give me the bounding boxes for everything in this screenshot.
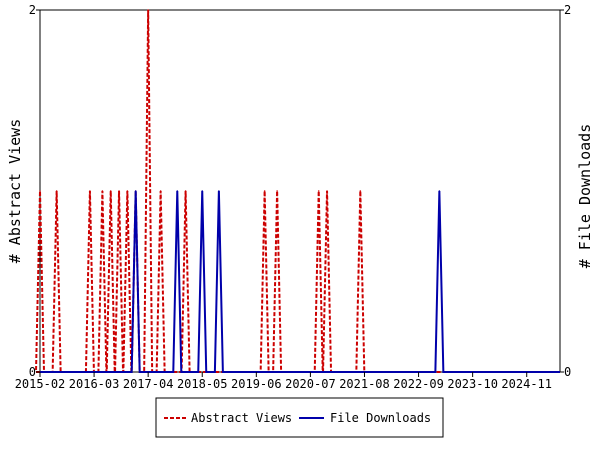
x-tick-label: 2017-04 <box>123 377 174 391</box>
data-point <box>276 190 278 192</box>
legend: Abstract Views File Downloads <box>155 397 444 438</box>
x-tick-label: 2019-06 <box>231 377 282 391</box>
x-tick-label: 2023-10 <box>447 377 498 391</box>
x-tick-label: 2022-09 <box>393 377 444 391</box>
data-point <box>263 190 266 192</box>
data-point <box>326 190 328 192</box>
y-tick-left-bottom: 0 <box>29 365 36 379</box>
plot-area <box>39 9 561 373</box>
x-tick-label: 2020-07 <box>285 377 336 391</box>
x-tick-label: 2018-05 <box>177 377 228 391</box>
data-point <box>184 190 187 192</box>
data-point <box>134 190 137 192</box>
y-tick-right-bottom: 0 <box>564 365 571 379</box>
y-axis-title-left: # Abstract Views <box>6 119 24 264</box>
data-point <box>109 190 112 192</box>
data-point <box>126 190 129 192</box>
data-point <box>359 190 362 192</box>
y-tick-left-top: 2 <box>29 3 36 17</box>
legend-label-abstract-views: Abstract Views <box>191 411 292 425</box>
y-tick-right-top: 2 <box>564 3 571 17</box>
data-point <box>55 190 58 192</box>
data-point <box>201 190 204 192</box>
data-point <box>438 190 441 192</box>
data-point <box>176 190 179 192</box>
data-point <box>218 190 220 192</box>
x-tick-label: 2015-02 <box>15 377 66 391</box>
data-point <box>147 9 149 11</box>
data-point <box>118 190 120 192</box>
x-tick-label: 2021-08 <box>339 377 390 391</box>
data-point <box>101 190 104 192</box>
series-layer <box>34 9 560 373</box>
data-point <box>159 190 162 192</box>
x-tick-label: 2016-03 <box>69 377 120 391</box>
y-axis-title-right: # File Downloads <box>576 124 594 269</box>
legend-label-file-downloads: File Downloads <box>330 411 431 425</box>
data-point <box>89 190 91 192</box>
x-tick-label: 2024-11 <box>501 377 552 391</box>
axis-layer: 2015-02 2016-03 2017-04 2018-05 2019-06 2020-… <box>15 9 564 391</box>
data-point <box>39 190 41 192</box>
data-point <box>317 190 320 192</box>
